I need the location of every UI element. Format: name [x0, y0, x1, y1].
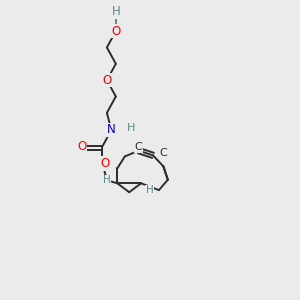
Text: C: C	[160, 148, 167, 158]
Text: H: H	[103, 175, 111, 185]
Text: O: O	[102, 74, 112, 87]
Text: O: O	[111, 25, 120, 38]
Text: H: H	[127, 123, 135, 133]
Text: N: N	[107, 123, 116, 136]
Text: H: H	[111, 5, 120, 18]
Text: H: H	[146, 185, 154, 195]
Text: C: C	[134, 142, 142, 152]
Text: O: O	[77, 140, 86, 153]
Text: O: O	[101, 157, 110, 170]
